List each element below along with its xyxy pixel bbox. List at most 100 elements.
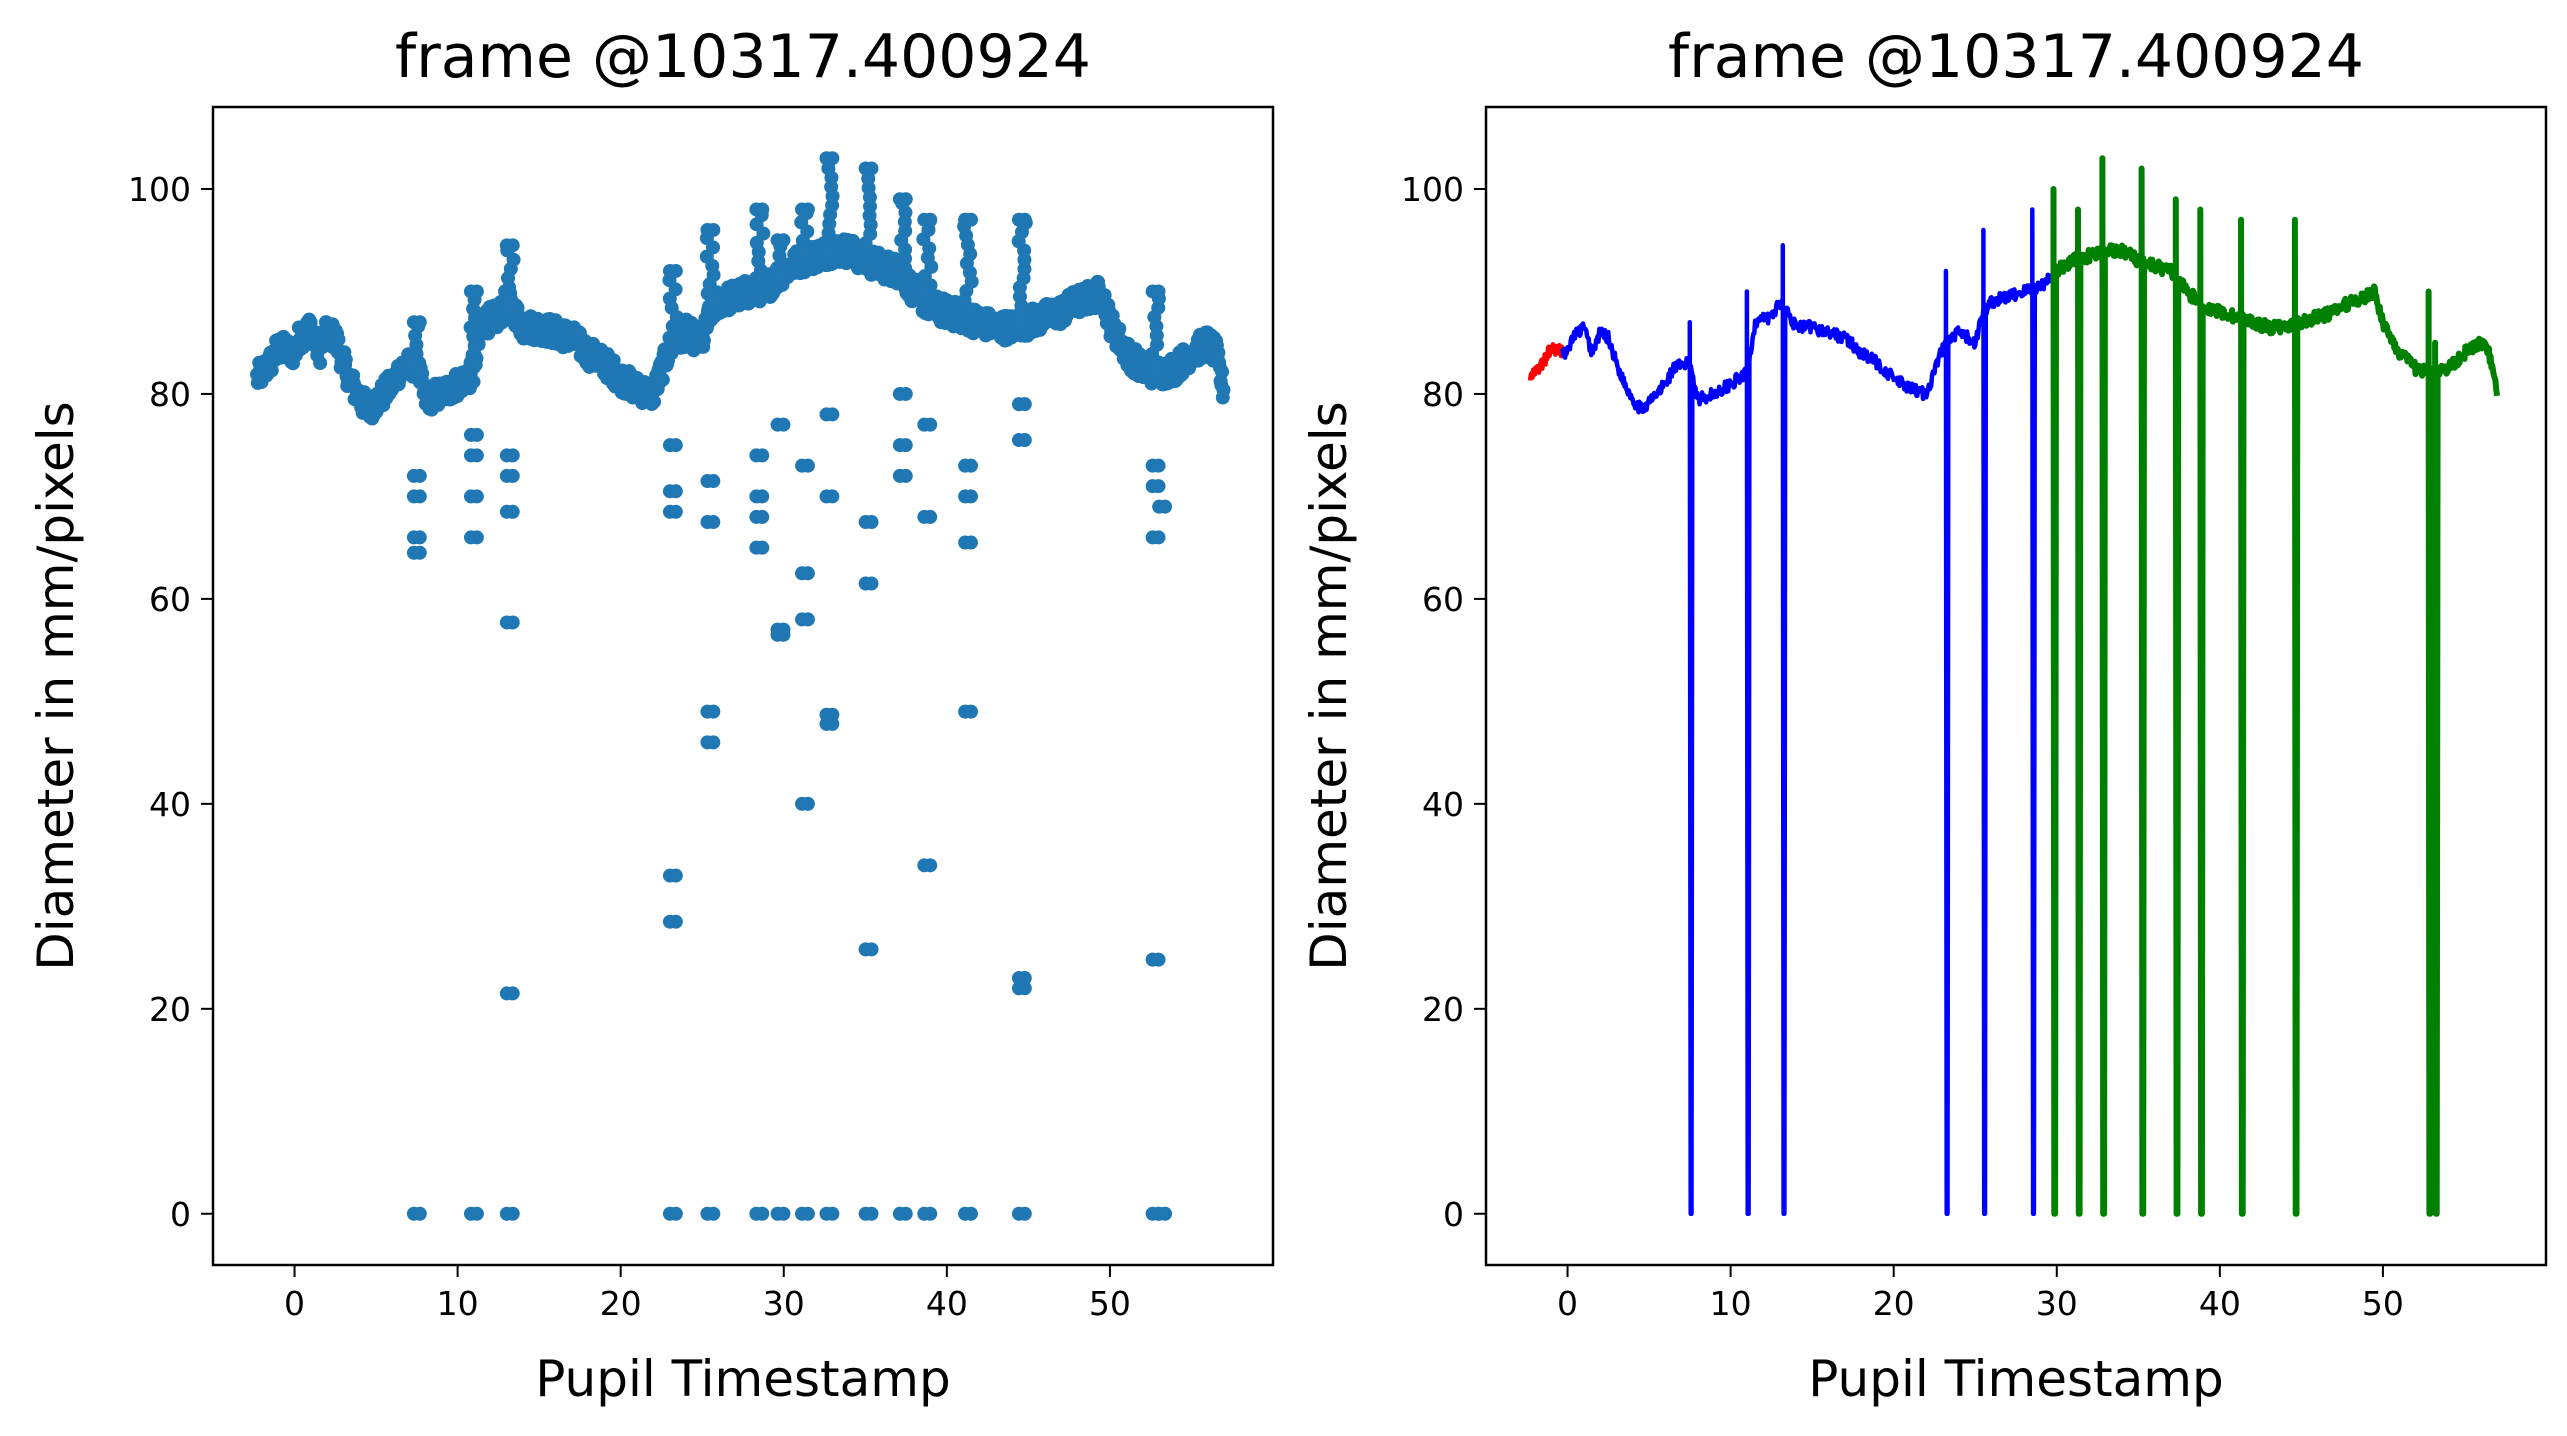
- scatter-outlier-point: [469, 489, 484, 504]
- scatter-point: [647, 394, 662, 409]
- x-tick-label: 30: [763, 1284, 805, 1323]
- scatter-outlier-point: [1017, 433, 1032, 448]
- scatter-outlier-point: [706, 515, 721, 530]
- scatter-point: [338, 352, 353, 367]
- x-tick-label: 50: [2362, 1284, 2404, 1323]
- scatter-outlier-point: [668, 868, 683, 883]
- y-tick-label: 40: [149, 785, 191, 824]
- line-series-segment: [2050, 155, 2501, 1217]
- y-tick-label: 60: [1422, 580, 1464, 619]
- scatter-outlier-point: [505, 504, 520, 519]
- scatter-outlier-point: [755, 540, 770, 555]
- scatter-outlier-point: [825, 1206, 840, 1221]
- scatter-outlier-point: [412, 315, 427, 330]
- scatter-point: [606, 353, 621, 368]
- scatter-outlier-point: [469, 530, 484, 545]
- scatter-outlier-point: [776, 1206, 791, 1221]
- left-y-ticks: 0 20 40 60 80 100: [128, 170, 213, 1234]
- scatter-outlier-point: [800, 458, 815, 473]
- scatter-outlier-point: [668, 1206, 683, 1221]
- scatter-point: [1215, 364, 1230, 379]
- y-tick-label: 20: [149, 990, 191, 1029]
- scatter-outlier-point: [1017, 397, 1032, 412]
- scatter-outlier-point: [1158, 499, 1173, 514]
- scatter-outlier-point: [412, 530, 427, 545]
- x-tick-label: 40: [2199, 1284, 2241, 1323]
- scatter-outlier-point: [706, 474, 721, 489]
- scatter-outlier-point: [963, 489, 978, 504]
- scatter-outlier-point: [963, 212, 978, 227]
- scatter-outlier-point: [668, 914, 683, 929]
- y-tick-label: 40: [1422, 785, 1464, 824]
- left-scatter-panel: frame @10317.400924 0 10 20 30 40 50 0 20 40 60 8…: [27, 22, 1275, 1408]
- scatter-outlier-point: [1151, 952, 1166, 967]
- scatter-outlier-point: [706, 1206, 721, 1221]
- scatter-outlier-point: [898, 1206, 913, 1221]
- scatter-point: [696, 333, 711, 348]
- left-x-ticks: 0 10 20 30 40 50: [284, 1265, 1131, 1323]
- scatter-outlier-point: [800, 1206, 815, 1221]
- scatter-outlier-point: [963, 535, 978, 550]
- right-x-ticks: 0 10 20 30 40 50: [1557, 1265, 2404, 1323]
- scatter-outlier-point: [412, 489, 427, 504]
- y-tick-label: 0: [1443, 1195, 1464, 1234]
- scatter-outlier-point: [668, 484, 683, 499]
- scatter-outlier-point: [923, 509, 938, 524]
- left-y-axis-label: Diameter in mm/pixels: [27, 401, 85, 970]
- scatter-outlier-point: [923, 212, 938, 227]
- x-tick-label: 20: [1873, 1284, 1915, 1323]
- x-tick-label: 0: [1557, 1284, 1578, 1323]
- scatter-outlier-point: [776, 233, 791, 248]
- x-tick-label: 20: [600, 1284, 642, 1323]
- scatter-outlier-point: [505, 986, 520, 1001]
- right-chart-title: frame @10317.400924: [1668, 22, 2364, 92]
- left-chart-title: frame @10317.400924: [395, 22, 1091, 92]
- scatter-outlier-point: [412, 468, 427, 483]
- scatter-outlier-point: [706, 735, 721, 750]
- scatter-outlier-point: [668, 263, 683, 278]
- scatter-outlier-point: [963, 704, 978, 719]
- x-tick-label: 10: [1710, 1284, 1752, 1323]
- right-x-axis-label: Pupil Timestamp: [1808, 1350, 2223, 1408]
- y-tick-label: 60: [149, 580, 191, 619]
- scatter-outlier-point: [1017, 212, 1032, 227]
- scatter-outlier-point: [469, 448, 484, 463]
- scatter-outlier-point: [923, 417, 938, 432]
- scatter-outlier-point: [898, 438, 913, 453]
- scatter-outlier-point: [412, 1206, 427, 1221]
- scatter-outlier-point: [963, 458, 978, 473]
- scatter-outlier-point: [469, 427, 484, 442]
- scatter-outlier-point: [825, 151, 840, 166]
- scatter-outlier-point: [1151, 458, 1166, 473]
- scatter-outlier-point: [864, 1206, 879, 1221]
- scatter-outlier-point: [963, 1206, 978, 1221]
- scatter-outlier-point: [469, 284, 484, 299]
- right-y-ticks: 0 20 40 60 80 100: [1401, 170, 1486, 1234]
- scatter-outlier-point: [755, 202, 770, 217]
- scatter-outlier-point: [898, 468, 913, 483]
- scatter-outlier-point: [825, 407, 840, 422]
- line-series-segment: [1560, 186, 2059, 1217]
- scatter-outlier-point: [864, 515, 879, 530]
- scatter-outlier-point: [668, 438, 683, 453]
- scatter-outlier-point: [668, 504, 683, 519]
- y-tick-label: 100: [1401, 170, 1464, 209]
- right-line-panel: frame @10317.400924 0 10 20 30 40 50 0 20 40 60 8…: [1300, 22, 2548, 1408]
- scatter-outlier-point: [898, 192, 913, 207]
- y-tick-label: 80: [149, 375, 191, 414]
- scatter-outlier-point: [800, 796, 815, 811]
- x-tick-label: 0: [284, 1284, 305, 1323]
- scatter-outlier-point: [412, 545, 427, 560]
- scatter-outlier-point: [1017, 981, 1032, 996]
- scatter-outlier-point: [505, 615, 520, 630]
- scatter-outlier-point: [923, 1206, 938, 1221]
- scatter-outlier-point: [1151, 530, 1166, 545]
- y-tick-label: 0: [170, 1195, 191, 1234]
- right-line-series: [1527, 155, 2501, 1217]
- scatter-outlier-point: [755, 1206, 770, 1221]
- scatter-outlier-point: [505, 1206, 520, 1221]
- right-y-axis-label: Diameter in mm/pixels: [1300, 401, 1358, 970]
- scatter-outlier-point: [825, 489, 840, 504]
- scatter-outlier-point: [755, 509, 770, 524]
